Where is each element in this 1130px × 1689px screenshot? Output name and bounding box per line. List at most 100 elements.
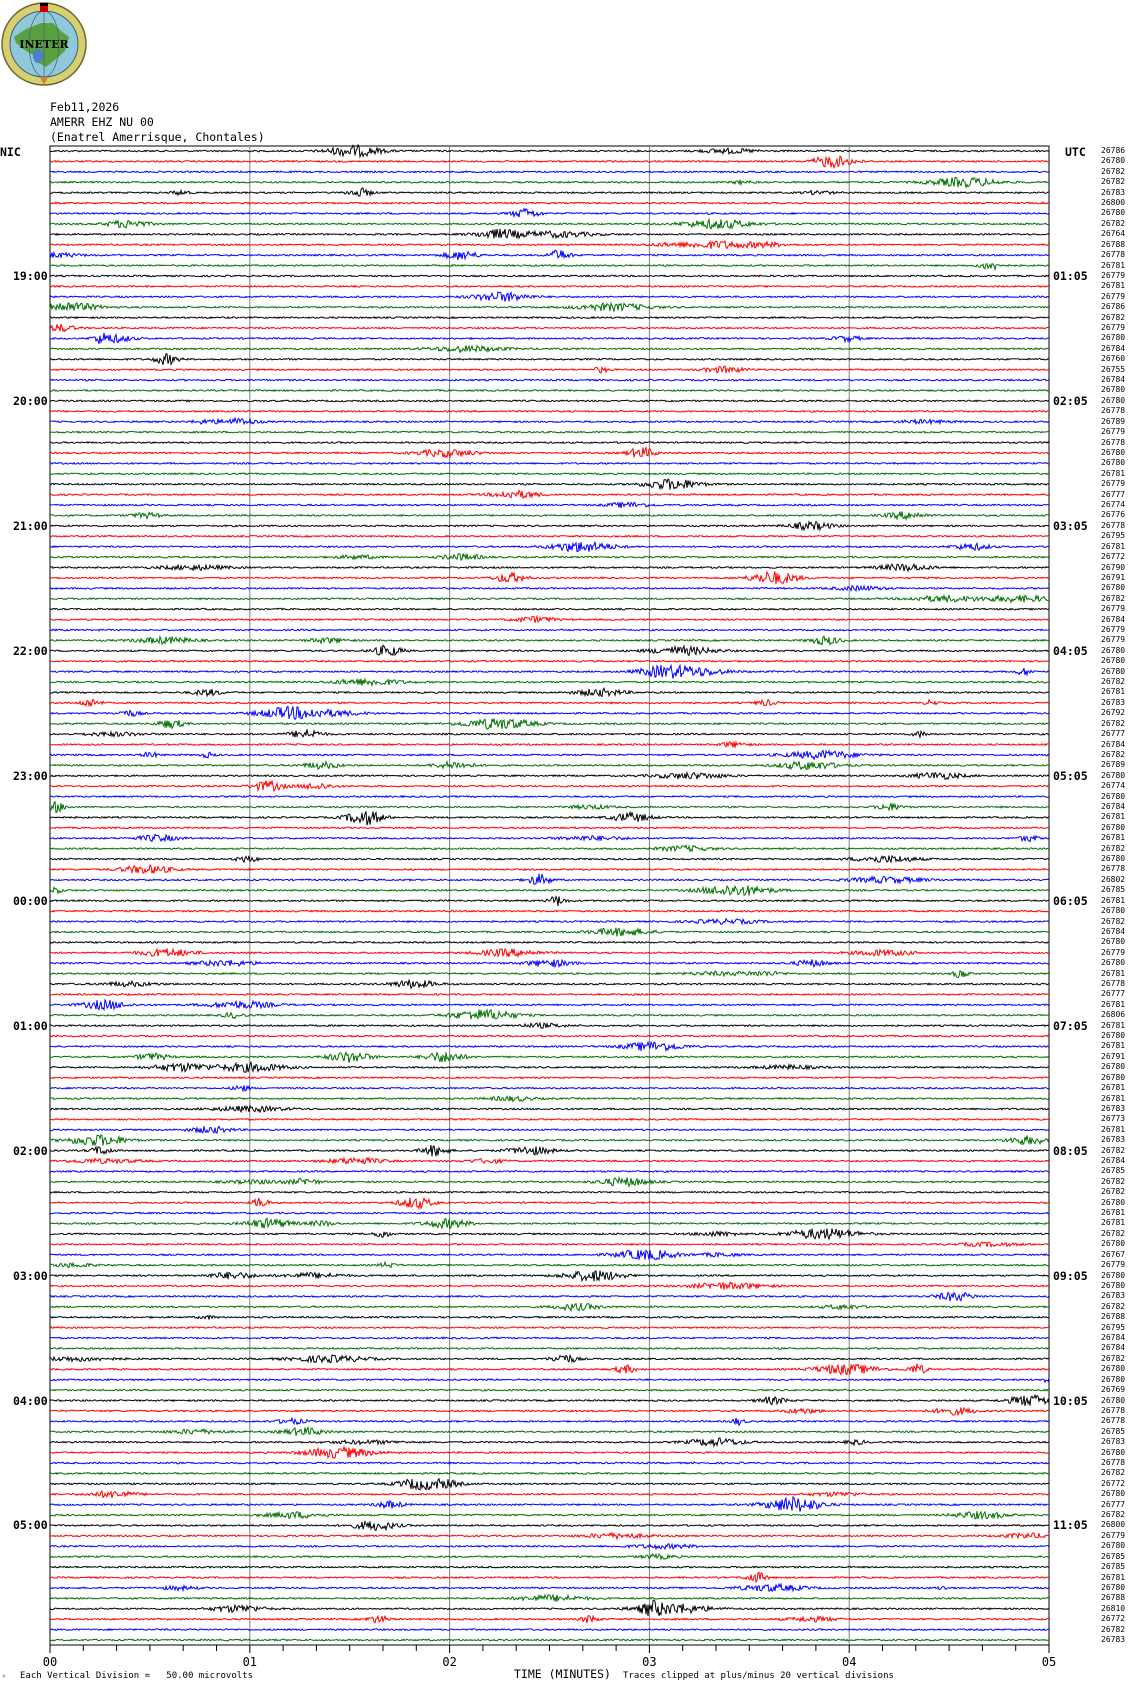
trace-mean-count: 26786 [1101,302,1126,312]
seismic-trace [49,365,1050,374]
left-timezone-label: NIC [0,145,21,159]
seismic-trace [49,705,1050,721]
seismic-trace [49,344,1050,354]
trace-mean-count: 26781 [1101,541,1126,551]
trace-mean-count: 26781 [1101,1041,1126,1051]
seismic-trace [49,143,1050,159]
seismic-trace [49,1426,1050,1436]
trace-mean-count: 26782 [1101,1301,1126,1311]
seismic-trace [49,1495,1050,1512]
seismic-trace [49,1095,1050,1103]
seismic-trace [49,1388,1049,1392]
trace-mean-count: 26781 [1101,812,1126,822]
trace-mean-count: 26779 [1101,291,1126,301]
seismic-trace [49,511,1050,522]
trace-mean-count: 26774 [1101,500,1126,510]
trace-mean-count: 26789 [1101,416,1126,426]
trace-mean-count: 26782 [1101,843,1126,853]
seismic-trace [49,698,1050,708]
right-hour-label: 05:05 [1053,768,1088,783]
seismic-trace [49,290,1050,302]
trace-mean-count: 26779 [1101,624,1126,634]
right-timezone-label: UTC [1065,145,1086,159]
seismic-trace [49,1571,1050,1583]
trace-mean-count: 26792 [1101,708,1126,718]
seismic-trace [49,461,1050,466]
right-hour-label: 10:05 [1053,1393,1088,1408]
seismic-trace [49,1134,1050,1147]
trace-mean-count: 26780 [1101,333,1126,343]
trace-mean-count: 26778 [1101,1457,1126,1467]
seismic-trace [49,440,1050,445]
seismic-trace [50,445,1050,459]
trace-mean-count: 26780 [1101,1541,1126,1551]
seismic-trace [49,1104,1050,1114]
seismic-trace [49,998,1050,1012]
seismic-trace [49,644,1050,657]
seismic-trace [49,416,1050,426]
seismic-trace [49,940,1050,945]
trace-mean-count: 26767 [1101,1249,1126,1259]
right-hour-label: 04:05 [1053,643,1088,658]
left-hour-label: 20:00 [13,393,48,408]
seismic-trace [49,1363,1050,1376]
trace-mean-count: 26783 [1101,1635,1126,1644]
trace-mean-count: 26755 [1101,364,1126,374]
trace-mean-count: 26781 [1101,1083,1126,1093]
seismic-trace [49,1040,1050,1053]
seismic-trace [49,534,1050,538]
seismic-trace [49,969,1050,979]
seismic-trace [50,1627,1050,1632]
trace-mean-count: 26779 [1101,323,1126,332]
trace-mean-count: 26780 [1101,1197,1126,1207]
x-tick-label: 04 [842,1655,856,1669]
trace-mean-count: 26810 [1101,1603,1126,1613]
seismic-trace [49,1490,1050,1499]
seismic-trace [49,170,1050,174]
seismic-trace [49,895,1050,906]
seismic-trace [49,687,1050,698]
seismic-trace [49,884,1050,896]
trace-mean-count: 26784 [1101,739,1126,749]
seismic-trace [49,1531,1050,1541]
trace-mean-count: 26786 [1101,146,1126,155]
trace-mean-count: 26791 [1101,1051,1126,1061]
trace-mean-count: 26774 [1101,781,1126,791]
trace-mean-count: 26773 [1101,1114,1126,1124]
seismic-trace [50,228,1050,240]
trace-mean-count: 26779 [1101,947,1126,957]
seismic-trace [49,274,1050,278]
trace-mean-count: 26780 [1101,156,1126,166]
seismic-trace [49,779,1050,793]
trace-mean-count: 26781 [1101,468,1126,478]
trace-mean-count: 26783 [1101,1135,1126,1145]
trace-mean-count: 26784 [1101,1343,1126,1353]
seismic-trace [50,1270,1050,1283]
trace-mean-count: 26785 [1101,885,1126,895]
seismic-trace [49,1084,1050,1093]
seismic-trace [49,1393,1050,1406]
seismic-trace [49,1241,1050,1249]
trace-mean-count: 26785 [1101,1562,1126,1572]
seismic-trace [49,409,1049,413]
trace-mean-count: 26779 [1101,270,1126,280]
trace-mean-count: 26778 [1101,406,1126,416]
seismic-trace [49,1060,1050,1074]
trace-mean-count: 26779 [1101,1530,1126,1540]
seismic-trace [49,388,1050,393]
trace-mean-count: 26780 [1101,385,1126,395]
trace-mean-count: 26776 [1101,510,1126,520]
seismic-trace [50,677,1050,688]
trace-mean-count: 26780 [1101,1364,1126,1374]
seismic-trace [49,1346,1050,1351]
trace-mean-count: 26800 [1101,1520,1126,1530]
trace-mean-count: 26777 [1101,489,1126,499]
seismic-trace [49,1076,1050,1080]
seismic-trace [49,552,1050,562]
trace-mean-count: 26782 [1101,1228,1126,1238]
trace-mean-count: 26782 [1101,1510,1126,1520]
trace-mean-count: 26781 [1101,833,1126,843]
seismic-trace [49,570,1050,585]
seismic-trace [49,1477,1050,1492]
trace-mean-count: 26800 [1101,198,1126,208]
